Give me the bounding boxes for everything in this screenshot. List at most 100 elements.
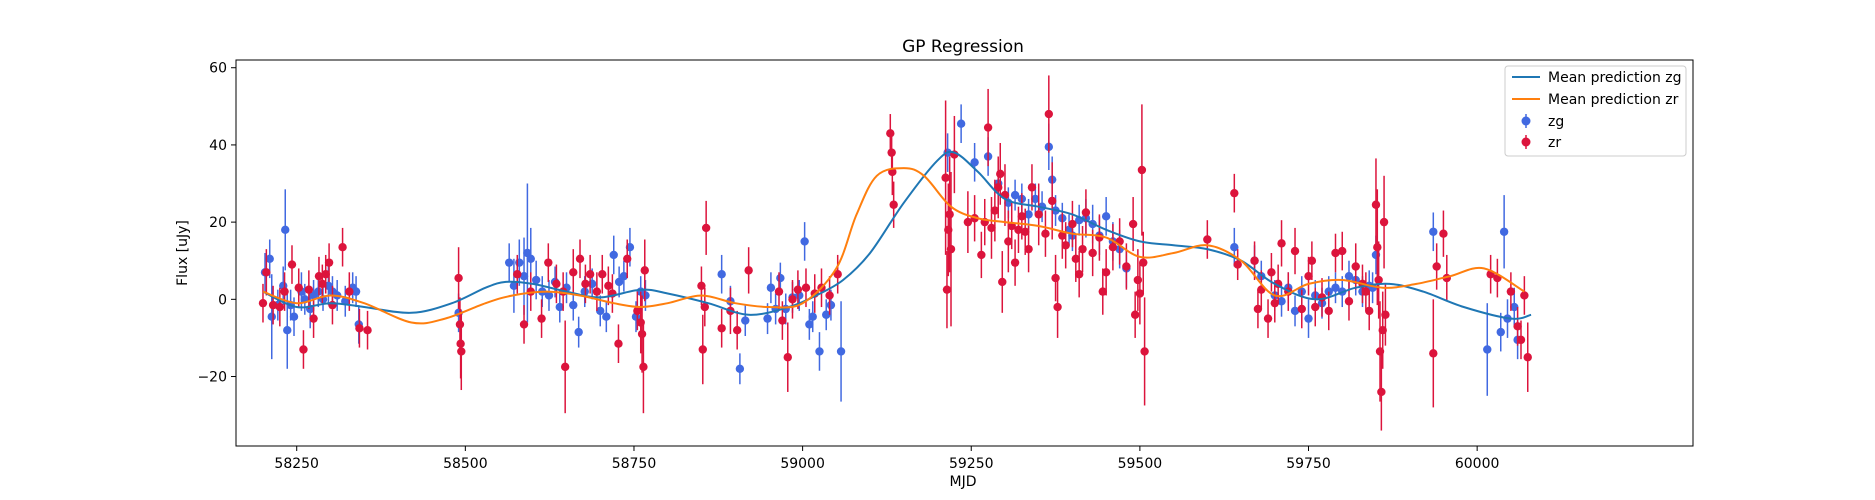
zr-data-point [793,285,803,294]
y-axis-label: Flux [uJy] [175,220,191,286]
zr-data-point [1307,256,1317,265]
zg-data-point [1024,210,1033,219]
zg-data-point [555,302,564,312]
zg-data-point [351,287,361,296]
zg-data-point [1344,271,1354,281]
mean-prediction-line-zr [262,167,1525,325]
zr-data-point [744,266,753,275]
zr-data-point [544,258,553,267]
zr-data-point [944,225,953,235]
zr-data-point [1230,188,1239,198]
zr-data-point [1088,248,1097,258]
zr-data-point [636,318,645,327]
zg-data-point [1483,345,1492,354]
zr-data-point [1021,227,1030,236]
zg-data-point [1499,227,1509,236]
zr-data-point [1010,258,1020,267]
zr-data-point [698,345,707,354]
zg-data-point [1010,190,1020,200]
zr-data-point [1378,326,1387,335]
zr-data-point [1375,347,1385,356]
zr-data-point [1506,287,1516,296]
zr-data-point [262,268,271,277]
zr-data-point [324,258,334,267]
zr-data-point [1140,347,1149,356]
zr-data-point [1078,244,1087,254]
zr-data-point [1074,270,1084,279]
zr-data-point [717,324,726,333]
zr-data-point [1014,225,1023,235]
zr-data-point [1361,287,1371,296]
zr-data-point [1098,287,1107,296]
zr-data-point [1523,353,1532,362]
zg-data-point [569,300,578,310]
zr-data-point [280,287,289,296]
zr-data-point [994,183,1003,192]
zr-data-point [581,279,590,289]
zr-data-point [1377,387,1386,397]
zr-data-point [1101,268,1111,277]
zr-data-point [825,291,834,300]
zg-data-point [1304,314,1313,323]
zg-data-point [619,271,629,281]
zr-data-point [774,287,784,296]
chart-title: GP Regression [902,37,1024,57]
zg-data-point [509,281,519,291]
zg-data-point [283,326,292,335]
zr-data-point [537,314,546,323]
zr-data-point [637,329,647,339]
zr-data-point [513,270,522,279]
legend-swatch-zg-marker [1521,116,1531,126]
zr-data-point [697,281,706,291]
zg-data-point [1510,302,1519,312]
zr-data-point [1128,219,1138,229]
zr-data-point [887,148,896,157]
zr-data-point [355,324,364,333]
zr-data-point [299,345,308,354]
zr-data-point [1122,262,1131,271]
zr-data-point [1338,246,1347,256]
zg-data-point [544,291,554,300]
zg-data-point [735,364,745,373]
zr-data-point [1130,310,1140,319]
zr-data-point [990,206,1000,215]
x-tick-label: 59750 [1286,456,1331,472]
zg-data-point [836,347,846,356]
zg-data-point [281,225,290,235]
zg-data-point [822,310,831,319]
zr-data-point [1253,304,1263,314]
zr-data-point [996,169,1005,179]
zg-data-point [805,320,814,329]
zr-data-point [294,283,303,292]
zr-data-point [1381,310,1390,319]
zr-data-point [700,302,710,312]
zr-data-point [575,254,585,263]
x-tick-label: 59000 [780,456,825,472]
zg-data-point [1290,306,1300,316]
zr-data-point [1058,231,1067,240]
zr-data-point [1133,275,1143,285]
zr-data-point [623,254,632,263]
zg-data-point [1101,212,1111,221]
zr-data-point [1290,246,1300,256]
x-tick-label: 58750 [612,456,657,472]
zr-data-point [1351,262,1360,271]
zg-data-point [526,254,535,263]
zr-data-point [287,260,297,269]
zr-data-point [321,270,330,279]
zr-data-point [552,279,561,289]
zr-data-point [1311,302,1320,312]
zg-data-point [1429,227,1438,236]
legend-label-zr-line: Mean prediction zr [1548,92,1679,108]
zr-data-point [1324,306,1333,316]
zg-data-point [970,158,979,167]
zr-data-point [977,250,986,260]
zr-data-point [1379,217,1389,227]
zr-data-point [1267,268,1276,277]
legend-label-zg-line: Mean prediction zg [1548,70,1682,86]
zr-data-point [1374,275,1383,285]
zr-data-point [778,316,787,325]
zr-data-point [519,320,529,329]
zr-data-point [560,362,570,372]
